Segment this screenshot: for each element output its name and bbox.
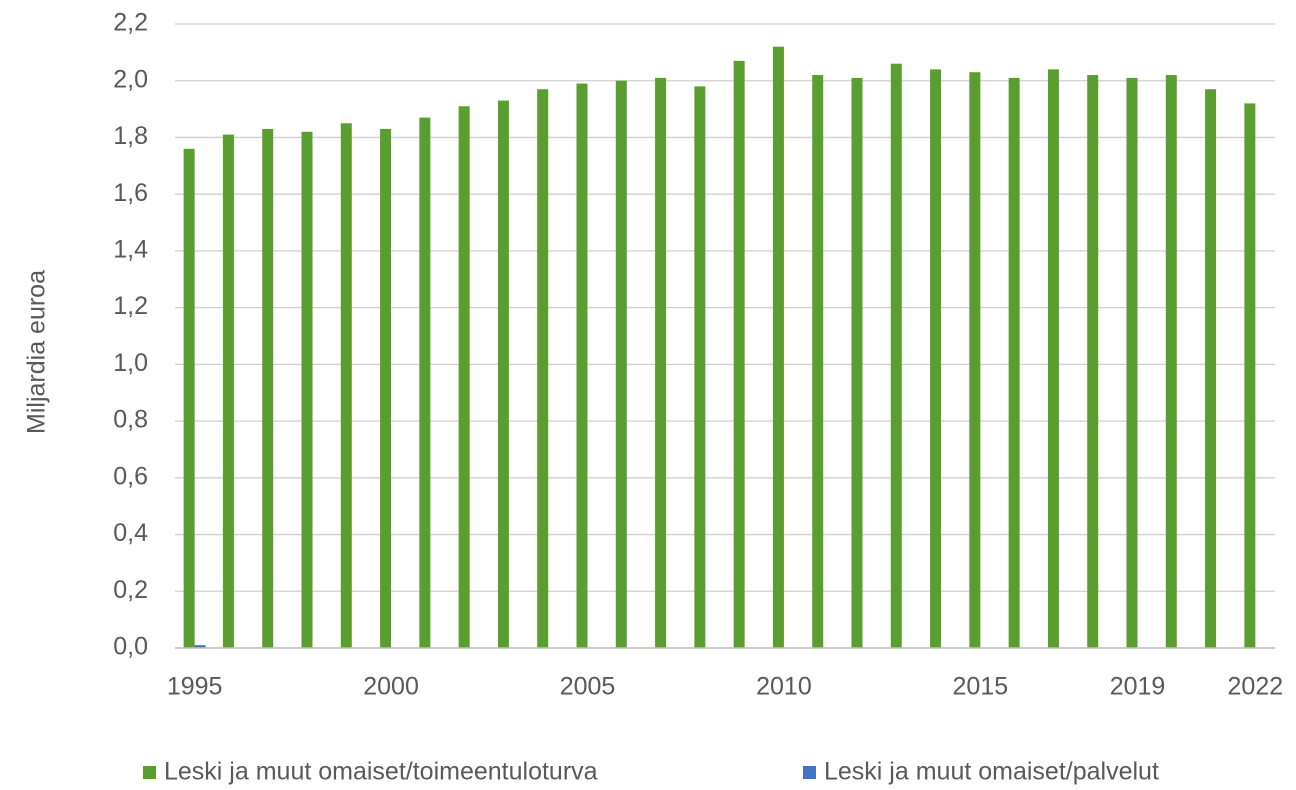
x-tick-label: 2010: [756, 673, 812, 701]
y-tick-label: 1,0: [113, 349, 148, 377]
y-tick-label: 1,4: [113, 236, 148, 264]
bar: [1087, 75, 1099, 648]
bar: [930, 69, 942, 648]
y-tick-label: 1,2: [113, 292, 148, 320]
x-tick-label: 2000: [363, 673, 419, 701]
bar: [733, 60, 745, 648]
legend-label: Leski ja muut omaiset/toimeentuloturva: [164, 758, 598, 786]
bar: [969, 72, 981, 648]
legend-swatch: [143, 766, 156, 779]
bar: [851, 77, 863, 648]
bar: [340, 123, 352, 649]
bar: [458, 106, 470, 649]
bar: [262, 128, 274, 649]
bar: [694, 86, 706, 648]
bar: [1008, 77, 1020, 648]
bar: [222, 134, 234, 649]
y-tick-label: 1,8: [113, 122, 148, 150]
x-tick-label: 2019: [1110, 673, 1166, 701]
y-axis-label: Miljardia euroa: [23, 270, 51, 434]
bar: [380, 128, 392, 649]
x-tick-label: 1995: [167, 673, 223, 701]
bar: [615, 80, 627, 648]
y-tick-label: 2,0: [113, 65, 148, 93]
y-tick-label: 0,0: [113, 633, 148, 661]
bar: [301, 131, 313, 649]
bar: [419, 117, 431, 649]
y-tick-label: 0,6: [113, 462, 148, 490]
bar: [183, 148, 195, 649]
bar: [1047, 69, 1059, 648]
bar: [1126, 77, 1138, 648]
bar: [812, 75, 824, 648]
bar: [772, 46, 784, 648]
bar: [194, 645, 206, 648]
y-tick-label: 0,8: [113, 406, 148, 434]
y-tick-label: 0,2: [113, 576, 148, 604]
legend-label: Leski ja muut omaiset/palvelut: [824, 758, 1159, 786]
bar: [1165, 75, 1177, 648]
bar: [537, 89, 549, 648]
y-tick-label: 2,2: [113, 9, 148, 37]
x-tick-label: 2022: [1228, 673, 1284, 701]
bar: [655, 77, 667, 648]
x-tick-label: 2015: [953, 673, 1009, 701]
bar: [1205, 89, 1217, 648]
legend-swatch: [803, 766, 816, 779]
x-tick-label: 2005: [560, 673, 616, 701]
bar: [497, 100, 509, 649]
bar: [1244, 103, 1256, 648]
bar: [890, 63, 902, 648]
bar: [576, 83, 588, 648]
y-tick-label: 1,6: [113, 179, 148, 207]
y-tick-label: 0,4: [113, 519, 148, 547]
